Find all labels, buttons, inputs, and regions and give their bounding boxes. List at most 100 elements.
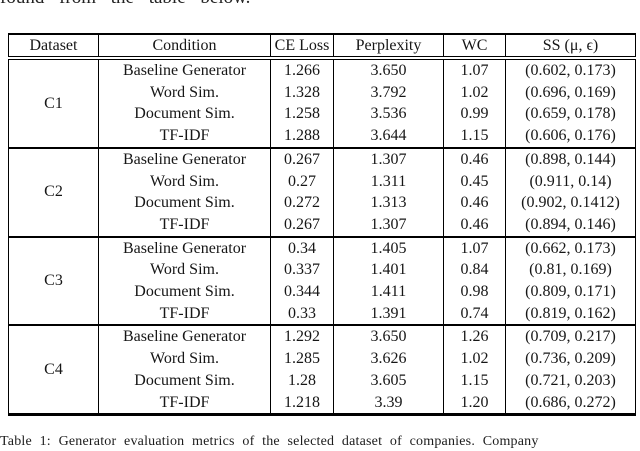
clipped-body-text: found from the table below.	[0, 0, 250, 8]
perplexity-cell: 3.626	[333, 348, 444, 370]
ss-cell: (0.809, 0.171)	[505, 281, 636, 303]
perplexity-cell: 1.307	[333, 146, 444, 171]
perplexity-cell: 3.39	[333, 391, 444, 415]
ce-loss-cell: 0.272	[270, 192, 334, 214]
ce-loss-cell: 1.288	[270, 125, 334, 148]
wc-cell: 0.98	[443, 281, 506, 303]
perplexity-cell: 1.311	[333, 170, 444, 193]
table-header-row: Dataset Condition CE Loss Perplexity WC …	[8, 34, 636, 60]
ss-cell: (0.902, 0.1412)	[505, 192, 636, 214]
wc-cell: 1.07	[443, 57, 506, 82]
condition-cell: Baseline Generator	[98, 57, 271, 82]
perplexity-cell: 1.405	[333, 235, 444, 260]
ss-cell: (0.894, 0.146)	[505, 213, 636, 237]
perplexity-cell: 1.401	[333, 259, 444, 282]
table-row: TF-IDF 0.33 1.391 0.74 (0.819, 0.162)	[9, 302, 636, 326]
perplexity-cell: 3.605	[333, 369, 444, 392]
table-row: C4 Baseline Generator 1.292 3.650 1.26 (0.709…	[8, 324, 636, 415]
ce-loss-cell: 0.267	[270, 146, 334, 171]
table-row: TF-IDF 1.288 3.644 1.15 (0.606, 0.176)	[9, 125, 636, 148]
wc-cell: 1.07	[443, 235, 506, 260]
condition-cell: Document Sim.	[98, 103, 271, 126]
condition-cell: Word Sim.	[98, 259, 271, 282]
table-row: TF-IDF 0.267 1.307 0.46 (0.894, 0.146)	[9, 213, 636, 237]
ss-cell: (0.721, 0.203)	[505, 369, 636, 392]
table-row: Document Sim. 0.344 1.411 0.98 (0.809, 0.171…	[9, 281, 636, 303]
perplexity-cell: 1.313	[333, 192, 444, 214]
col-header-dataset: Dataset	[8, 34, 99, 60]
perplexity-cell: 3.536	[333, 103, 444, 126]
wc-cell: 0.99	[443, 103, 506, 126]
perplexity-cell: 3.792	[333, 81, 444, 104]
ss-cell: (0.709, 0.217)	[505, 324, 636, 349]
ss-cell: (0.662, 0.173)	[505, 235, 636, 260]
wc-cell: 1.15	[443, 125, 506, 148]
condition-cell: Document Sim.	[98, 192, 271, 214]
ce-loss-cell: 1.258	[270, 103, 334, 126]
condition-cell: Document Sim.	[98, 281, 271, 303]
ce-loss-cell: 1.28	[270, 369, 334, 392]
ss-cell: (0.606, 0.176)	[505, 125, 636, 148]
perplexity-cell: 3.644	[333, 125, 444, 148]
wc-cell: 1.20	[443, 391, 506, 415]
perplexity-cell: 1.411	[333, 281, 444, 303]
ce-loss-cell: 1.266	[270, 57, 334, 82]
ss-cell: (0.736, 0.209)	[505, 348, 636, 370]
ce-loss-cell: 1.328	[270, 81, 334, 104]
wc-cell: 1.15	[443, 369, 506, 392]
table-row: C2 Baseline Generator 0.267 1.307 0.46 (0.898…	[8, 146, 636, 237]
col-header-ss: SS (μ, ϵ)	[505, 34, 636, 60]
ss-cell: (0.819, 0.162)	[505, 302, 636, 326]
condition-cell: Baseline Generator	[98, 235, 271, 260]
perplexity-cell: 1.307	[333, 213, 444, 237]
dataset-group: C1 Baseline Generator 1.266 3.650 1.07 (0.602…	[8, 57, 636, 148]
wc-cell: 0.46	[443, 213, 506, 237]
dataset-label: C4	[8, 324, 99, 415]
dataset-label: C3	[8, 235, 99, 326]
ce-loss-cell: 0.337	[270, 259, 334, 282]
col-header-ce-loss: CE Loss	[270, 34, 334, 60]
dataset-group: C3 Baseline Generator 0.34 1.405 1.07 (0.662,…	[8, 235, 636, 326]
condition-cell: Document Sim.	[98, 369, 271, 392]
condition-cell: TF-IDF	[98, 213, 271, 237]
ss-cell: (0.81, 0.169)	[505, 259, 636, 282]
condition-cell: TF-IDF	[98, 125, 271, 148]
table-row: Document Sim. 1.28 3.605 1.15 (0.721, 0.203)	[9, 369, 636, 392]
perplexity-cell: 3.650	[333, 324, 444, 349]
table-row: Document Sim. 1.258 3.536 0.99 (0.659, 0.178…	[9, 103, 636, 126]
ce-loss-cell: 0.27	[270, 170, 334, 193]
table-caption: Table 1: Generator evaluation metrics of…	[0, 434, 539, 449]
ss-cell: (0.602, 0.173)	[505, 57, 636, 82]
ss-cell: (0.696, 0.169)	[505, 81, 636, 104]
condition-cell: Word Sim.	[98, 170, 271, 193]
ce-loss-cell: 0.34	[270, 235, 334, 260]
wc-cell: 0.46	[443, 192, 506, 214]
ss-cell: (0.659, 0.178)	[505, 103, 636, 126]
ss-cell: (0.898, 0.144)	[505, 146, 636, 171]
col-header-perplexity: Perplexity	[333, 34, 444, 60]
wc-cell: 0.46	[443, 146, 506, 171]
ce-loss-cell: 1.292	[270, 324, 334, 349]
table-row: Word Sim. 0.337 1.401 0.84 (0.81, 0.169)	[9, 259, 636, 282]
condition-cell: TF-IDF	[98, 302, 271, 326]
ce-loss-cell: 0.267	[270, 213, 334, 237]
wc-cell: 1.26	[443, 324, 506, 349]
results-table: Dataset Condition CE Loss Perplexity WC …	[8, 33, 636, 417]
condition-cell: Word Sim.	[98, 81, 271, 104]
condition-cell: Baseline Generator	[98, 324, 271, 349]
table-row: C3 Baseline Generator 0.34 1.405 1.07 (0.662,…	[8, 235, 636, 326]
wc-cell: 0.74	[443, 302, 506, 326]
col-header-condition: Condition	[98, 34, 271, 60]
condition-cell: TF-IDF	[98, 391, 271, 415]
table-row: Document Sim. 0.272 1.313 0.46 (0.902, 0.141…	[9, 192, 636, 214]
wc-cell: 1.02	[443, 348, 506, 370]
ss-cell: (0.911, 0.14)	[505, 170, 636, 193]
dataset-label: C2	[8, 146, 99, 237]
table-row: Word Sim. 1.285 3.626 1.02 (0.736, 0.209)	[9, 348, 636, 370]
dataset-label: C1	[8, 57, 99, 148]
col-header-wc: WC	[443, 34, 506, 60]
dataset-group: C4 Baseline Generator 1.292 3.650 1.26 (0.709…	[8, 324, 636, 415]
dataset-group: C2 Baseline Generator 0.267 1.307 0.46 (0.898…	[8, 146, 636, 237]
ce-loss-cell: 0.33	[270, 302, 334, 326]
condition-cell: Baseline Generator	[98, 146, 271, 171]
